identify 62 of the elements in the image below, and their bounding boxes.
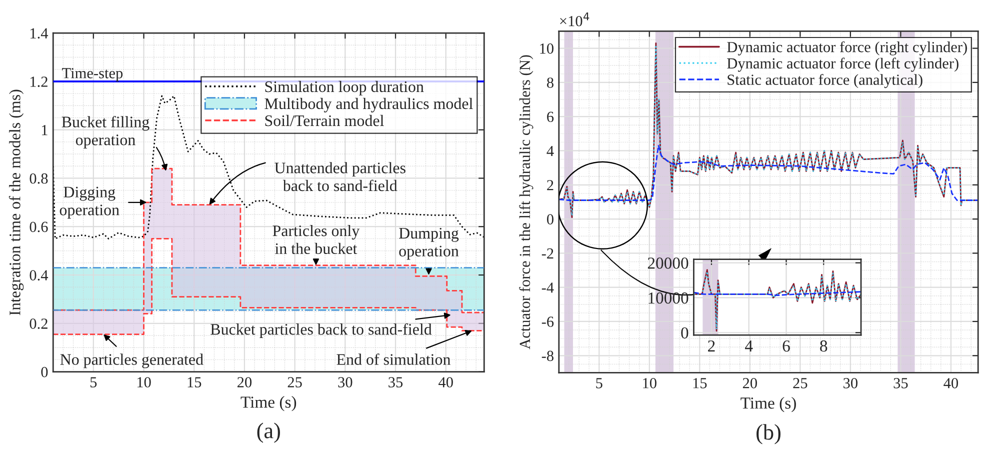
legend-label: Simulation loop duration [265,80,424,96]
y-tick-label: 0.4 [30,270,48,281]
y-tick-label: -4 [542,282,554,293]
annotation: Bucket particles back to sand-field [210,323,432,338]
x-tick-label: 10 [137,377,151,388]
y-tick-label: 1 [42,125,48,136]
y-tick-label: 0.6 [30,222,48,232]
legend-label: Multibody and hydraulics model [264,98,473,112]
x-tick-label: 5 [596,378,602,388]
y-axis-title: Actuator force in the lift hydraulic cylinders (N) [519,55,534,350]
y-tick-label: 10 [540,43,554,54]
x-tick-label: 15 [693,378,707,388]
y-tick-label: 0.8 [30,173,48,184]
x-tick-label: 5 [90,377,97,388]
y-tick-label: 0 [546,214,554,224]
x-tick-label: 35 [388,377,403,388]
y-tick-label: 4 [546,146,554,156]
x-tick-label: 40 [944,378,958,388]
y-tick-label: -2 [542,248,554,258]
annotation: Bucket filling operation [62,116,150,148]
y-tick-label: 0 [681,327,688,339]
y-tick-label: 0 [41,366,48,378]
y-tick-label: -6 [542,316,554,327]
x-tick-label: 15 [188,377,202,388]
x-tick-label: 25 [288,377,302,388]
text: ×10$^{4}$ [560,12,590,26]
y-axis-title: Integration time of the models (ms) [8,90,24,316]
text: (a) [257,422,280,443]
legend-label: Dynamic actuator force (left cylinder) [727,58,958,72]
y-tick-label: 8 [546,78,554,88]
y-tick-label: 1.2 [30,76,48,87]
x-tick-label: 40 [438,377,453,388]
ref-line-label: Time-step [62,68,123,82]
x-tick-label: 4 [745,340,753,352]
annotation: Dumping operation [399,228,459,260]
x-tick-label: 35 [894,378,908,388]
x-axis-title: Time (s) [740,396,796,412]
y-tick-label: 10000 [648,292,688,304]
x-tick-label: 30 [844,378,858,388]
annotation: Digging operation [60,186,120,219]
x-tick-label: 8 [820,340,828,352]
legend-label: Dynamic actuator force (right cylinder) [727,41,967,56]
legend-label: Static actuator force (analytical) [728,74,922,88]
x-tick-label: 30 [338,377,352,388]
legend-label: Soil/Terrain model [265,114,384,126]
annotation: Unattended particles back to sand-field [274,162,406,192]
y-tick-label: 0.2 [30,318,48,329]
y-tick-label: -8 [542,350,554,362]
y-tick-label: 2 [547,180,554,190]
x-tick-label: 25 [793,378,808,388]
x-tick-label: 20 [742,378,757,388]
x-tick-label: 20 [237,377,252,388]
annotation: No particles generated [60,354,204,368]
x-tick-label: 6 [782,340,790,352]
annotation: End of simulation [336,353,450,365]
x-axis-title: Time (s) [240,396,296,412]
y-tick-label: 20000 [648,258,688,269]
x-tick-label: 2 [708,340,715,352]
y-tick-label: 1.4 [30,28,48,39]
text: (b) [756,424,780,444]
y-tick-label: 6 [547,112,554,122]
annotation: Particles only in the bucket [272,224,360,254]
